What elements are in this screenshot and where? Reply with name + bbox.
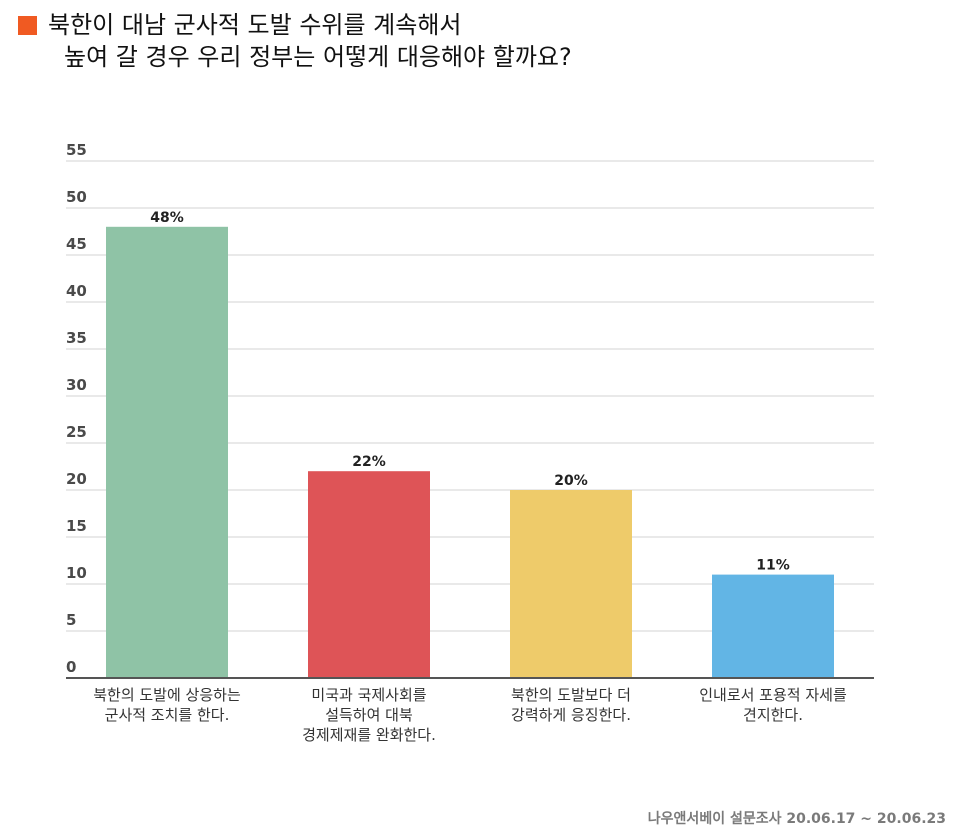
category-label: 설득하여 대북 [325, 706, 413, 724]
bar [712, 574, 834, 678]
category-label: 강력하게 응징한다. [511, 706, 631, 724]
y-tick-label: 10 [66, 564, 87, 582]
survey-source: 나우앤서베이 설문조사 20.06.17 ~ 20.06.23 [647, 811, 946, 827]
bar-value-label: 48% [150, 210, 184, 226]
bar [510, 490, 632, 678]
category-label: 미국과 국제사회를 [311, 686, 426, 704]
bar [106, 226, 228, 679]
category-label: 북한의 도발에 상응하는 [93, 686, 241, 704]
bar-value-label: 11% [756, 558, 790, 574]
category-label: 군사적 조치를 한다. [105, 706, 230, 724]
y-tick-label: 0 [66, 658, 76, 676]
y-tick-label: 45 [66, 235, 87, 253]
y-tick-label: 25 [66, 423, 87, 441]
y-tick-label: 55 [66, 141, 87, 159]
bar-value-label: 20% [554, 473, 588, 489]
category-label: 견지한다. [743, 706, 803, 724]
category-label: 인내로서 포용적 자세를 [699, 686, 847, 704]
y-tick-label: 40 [66, 282, 87, 300]
bar-value-label: 22% [352, 454, 386, 470]
chart-title-line-1: 북한이 대남 군사적 도발 수위를 계속해서 [48, 11, 462, 39]
category-label: 북한의 도발보다 더 [511, 686, 631, 704]
bar [308, 471, 430, 678]
category-label: 경제제재를 완화한다. [302, 726, 436, 744]
y-tick-label: 15 [66, 517, 87, 535]
y-tick-label: 20 [66, 470, 87, 488]
y-tick-label: 35 [66, 329, 87, 347]
y-tick-label: 5 [66, 611, 76, 629]
y-tick-label: 50 [66, 188, 87, 206]
chart-title-line-2: 높여 갈 경우 우리 정부는 어떻게 대응해야 할까요? [64, 43, 572, 71]
title-marker-icon [18, 16, 37, 35]
y-tick-label: 30 [66, 376, 87, 394]
